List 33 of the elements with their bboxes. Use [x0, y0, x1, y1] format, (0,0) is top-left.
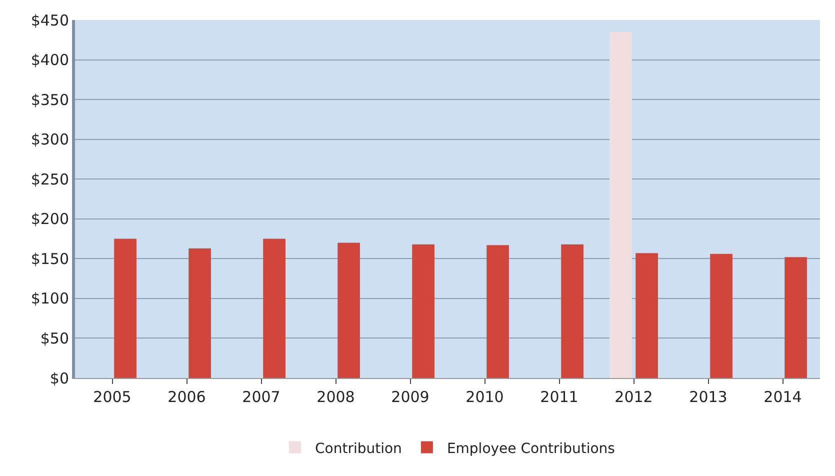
x-tick-label: 2008 [316, 388, 355, 406]
y-tick-label: $450 [30, 11, 69, 30]
y-tick-label: $0 [50, 369, 69, 388]
x-tick-label: 2013 [689, 388, 728, 406]
legend-label: Contribution [315, 440, 402, 457]
bar [610, 32, 632, 378]
y-tick-label: $150 [30, 250, 69, 268]
bar [636, 253, 658, 378]
x-tick-label: 2014 [764, 388, 802, 406]
x-tick-label: 2005 [93, 388, 132, 406]
bar [486, 245, 509, 378]
x-tick-label: 2011 [540, 388, 578, 406]
x-tick-label: 2010 [466, 388, 504, 406]
legend-label: Employee Contributions [446, 440, 615, 457]
bar [412, 244, 434, 378]
bar [188, 248, 211, 378]
bar [784, 257, 807, 378]
y-tick-label: $200 [30, 210, 69, 228]
x-tick-label: 2009 [391, 388, 430, 406]
bar [710, 254, 732, 378]
y-tick-label: $400 [30, 51, 69, 70]
x-tick-label: 2006 [168, 388, 206, 406]
x-tick-label: 2012 [614, 388, 653, 406]
x-tick-label: 2007 [242, 388, 280, 406]
y-tick-label: $100 [30, 290, 69, 308]
y-tick-label: $50 [40, 329, 69, 348]
y-tick-label: $250 [30, 170, 69, 188]
bar [114, 238, 136, 378]
bar [263, 238, 286, 378]
y-tick-label: $350 [30, 90, 69, 109]
y-tick-label: $300 [30, 130, 69, 149]
bar [338, 242, 360, 378]
bar [561, 244, 584, 378]
